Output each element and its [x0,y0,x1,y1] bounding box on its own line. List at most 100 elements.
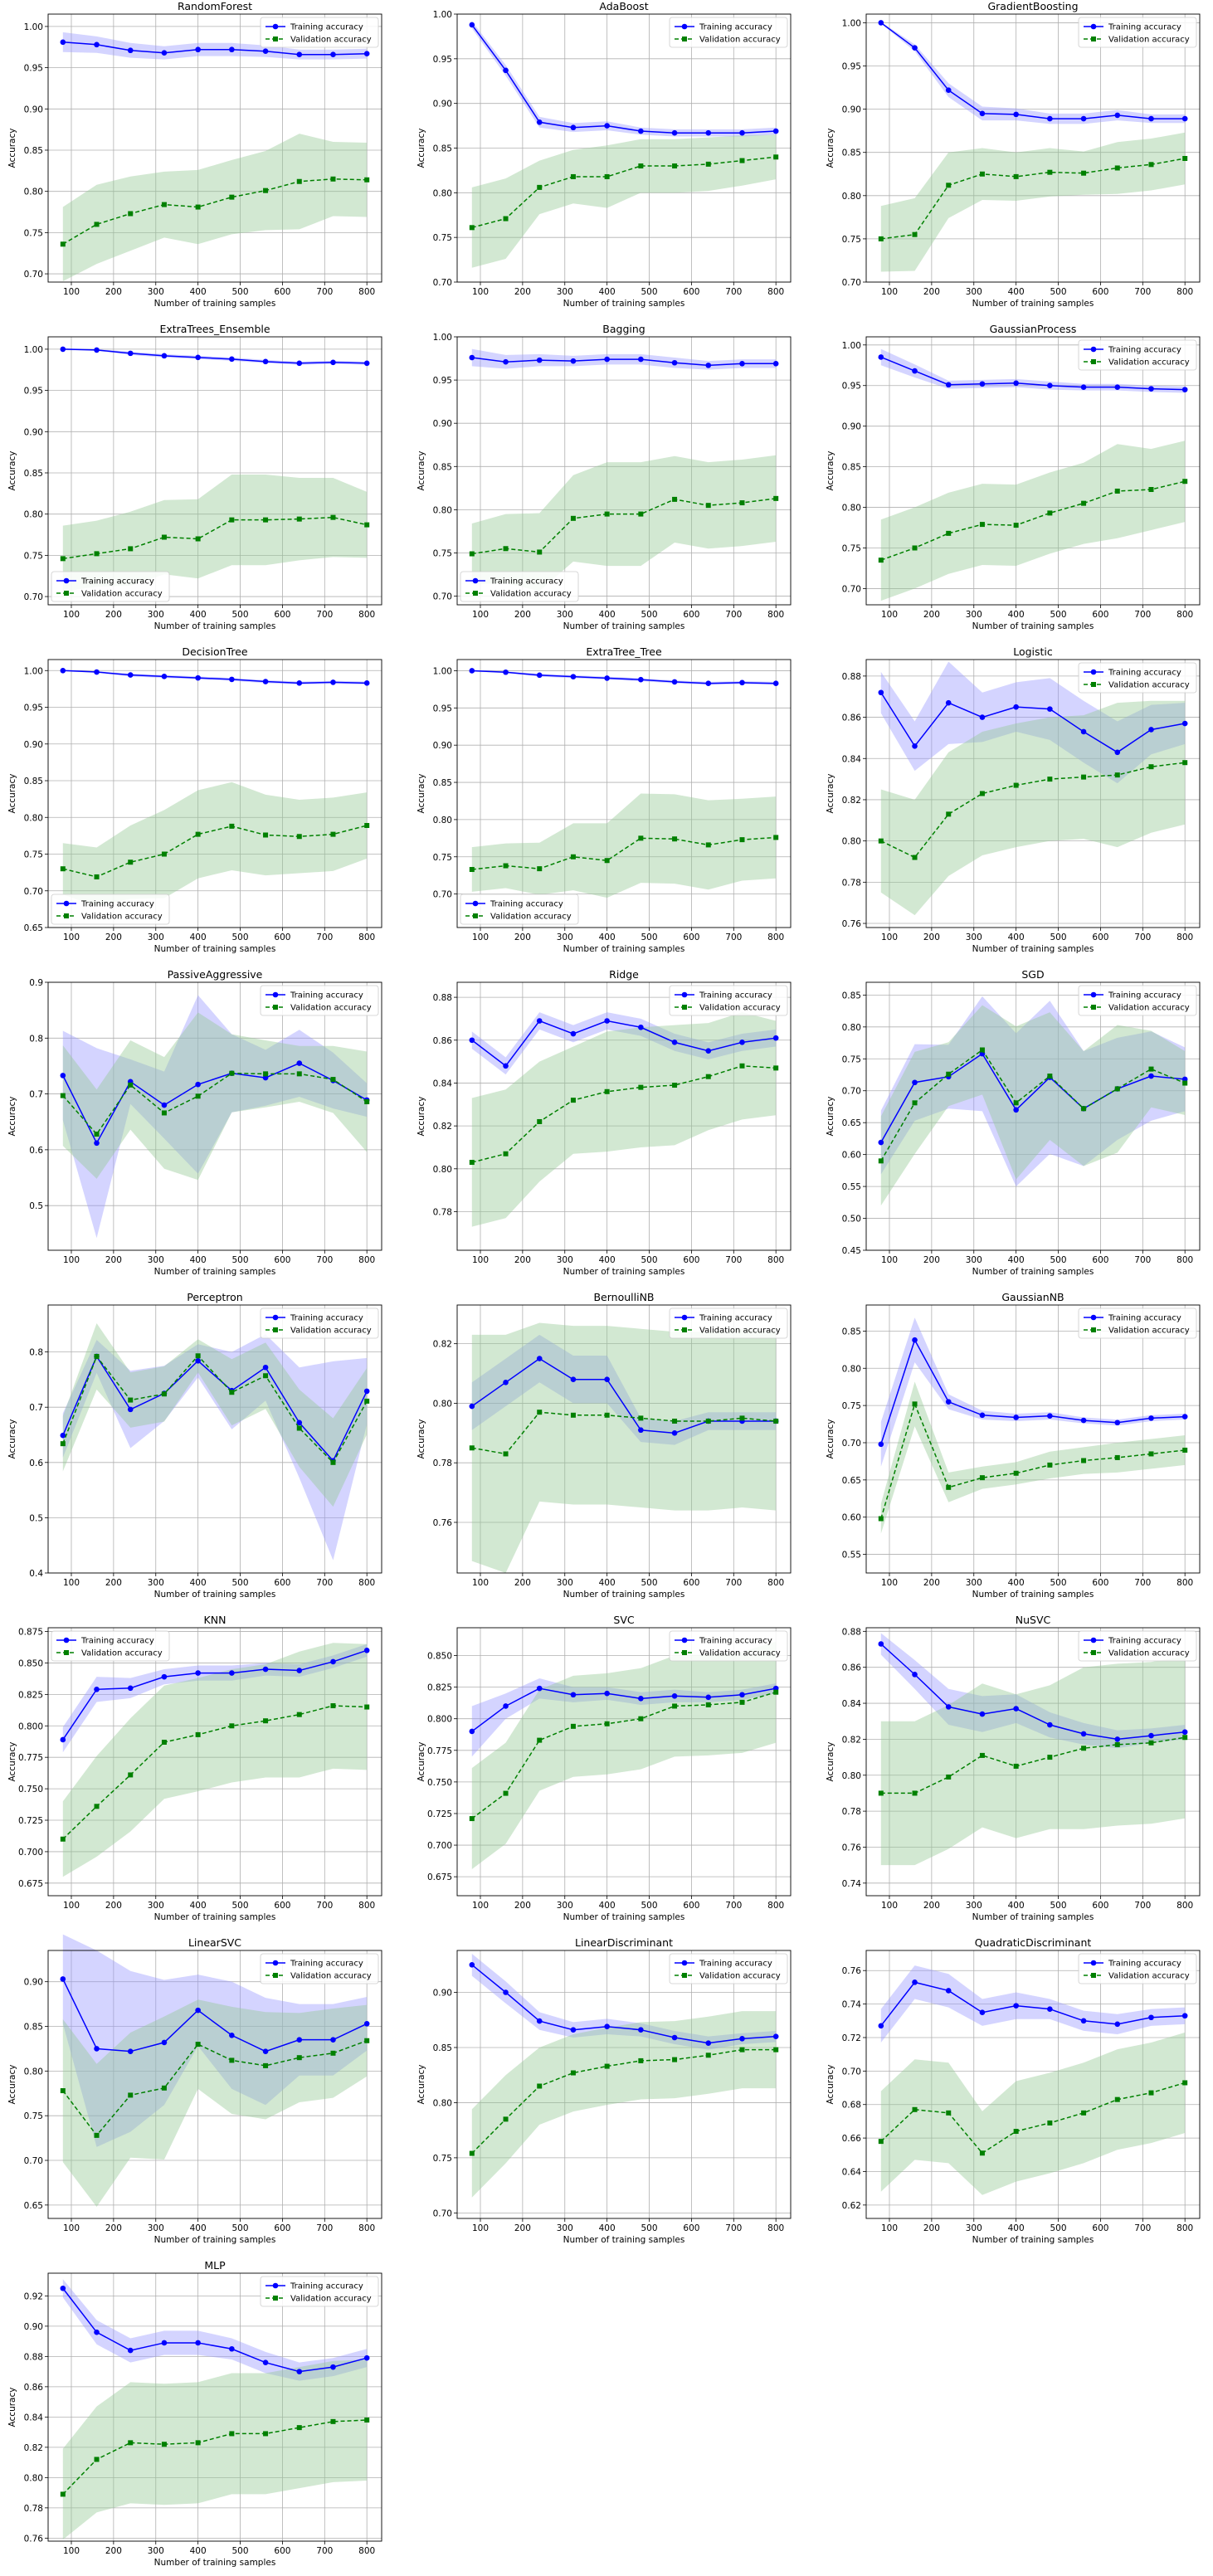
y-tick-label: 0.64 [842,2167,862,2177]
training-point [262,1364,269,1371]
training-accuracy-line [471,1357,777,1434]
y-tick-label: 0.700 [18,1848,43,1858]
x-tick-label: 800 [767,1901,784,1911]
training-point [671,679,678,685]
validation-point [773,835,779,840]
y-tick-label: 0.700 [427,1841,452,1851]
y-axis-label: Accuracy [7,1419,17,1459]
training-accuracy-line [62,1062,368,1145]
training-point [94,669,100,675]
x-tick-label: 100 [63,1901,80,1911]
validation-point [979,791,985,796]
training-point [536,357,543,363]
validation-point [1114,772,1120,778]
chart-panel-19: 100 200 300 400 500 600 700 800 0.65 0.70 0.75 0.80… [7,1934,382,2245]
training-point [570,1692,577,1698]
x-tick-label: 200 [105,610,122,620]
validation-point [537,184,543,190]
validation-point [672,2057,678,2062]
validation-point [503,216,509,222]
validation-point [330,514,336,520]
y-tick-label: 0.78 [433,1458,452,1468]
validation-point [638,1716,644,1721]
chart-panel-1: 100 200 300 400 500 600 700 800 0.70 0.75 0.80 0.85… [7,0,382,309]
training-point [671,1430,678,1436]
training-point [296,360,303,367]
training-point [912,1337,918,1343]
training-point [60,346,66,353]
legend: Training accuracy Validation accuracy [260,985,379,1016]
training-point [979,110,986,117]
validation-point [672,1418,678,1424]
training-point [912,1079,918,1086]
validation-legend-marker [682,1005,687,1010]
training-point [878,354,884,360]
legend: Training accuracy Validation accuracy [669,1953,788,1984]
y-tick-label: 0.80 [842,837,861,847]
validation-point [503,1451,509,1457]
training-point [469,1403,475,1410]
training-point [1047,1721,1053,1728]
training-point [772,128,779,134]
plot-frame [865,1627,1201,1897]
x-tick-label: 600 [1092,933,1108,942]
y-tick-label: 0.82 [842,796,861,806]
plot-frame [47,659,382,928]
validation-legend-marker [64,591,69,596]
x-tick-label: 800 [1176,2223,1193,2233]
plot-frame [865,1304,1201,1574]
x-tick-label: 300 [148,287,164,297]
chart-panel-8: 100 200 300 400 500 600 700 800 0.70 0.75 0.80 0.85… [417,645,792,954]
validation-point [912,1790,918,1796]
validation-point [1148,2090,1154,2096]
validation-legend-label: Validation accuracy [1108,1004,1190,1013]
training-point [604,2023,610,2030]
validation-point [128,859,134,865]
y-tick-label: 0.95 [24,64,43,74]
validation-point [1047,1755,1053,1760]
x-tick-label: 700 [1134,1578,1151,1588]
training-point [94,41,100,48]
training-point [503,67,509,74]
plot-area [457,1950,791,2218]
validation-point [60,1836,66,1842]
validation-point [1114,1454,1120,1460]
y-tick-label: 0.70 [433,890,452,900]
y-tick-label: 0.90 [842,105,861,115]
x-tick-label: 700 [1134,287,1151,297]
legend: Training accuracy Validation accuracy [260,1953,379,1984]
validation-std-band [880,1005,1186,1206]
x-tick-label: 800 [1176,1901,1193,1911]
x-tick-label: 500 [1050,933,1067,942]
y-axis-label: Accuracy [7,1097,17,1137]
x-tick-label: 800 [358,287,375,297]
validation-legend-label: Validation accuracy [81,913,163,922]
training-point [604,675,610,681]
y-tick-label: 0.9 [29,978,43,988]
training-std-band [880,348,1186,393]
training-point [229,676,235,683]
training-point [1181,2013,1188,2019]
validation-point [705,2053,711,2058]
validation-point [229,1390,235,1395]
chart-title: QuadraticDiscriminant [975,1936,1092,1949]
training-point [161,50,168,56]
validation-legend-label: Validation accuracy [699,1649,781,1658]
x-tick-label: 400 [1008,1578,1025,1588]
x-tick-label: 300 [557,610,573,620]
x-tick-label: 200 [105,1255,122,1265]
validation-point [60,241,66,247]
validation-point [1081,1458,1087,1463]
validation-point [604,511,610,517]
y-axis-label: Accuracy [7,129,17,168]
training-point [1080,115,1087,122]
legend: Training accuracy Validation accuracy [260,1307,379,1339]
validation-legend-label: Validation accuracy [1108,1649,1190,1658]
training-point [229,46,235,53]
validation-point [570,1412,576,1418]
plot-area [866,1305,1200,1573]
y-tick-label: 0.95 [24,387,43,397]
chart-title: LinearDiscriminant [575,1936,673,1949]
